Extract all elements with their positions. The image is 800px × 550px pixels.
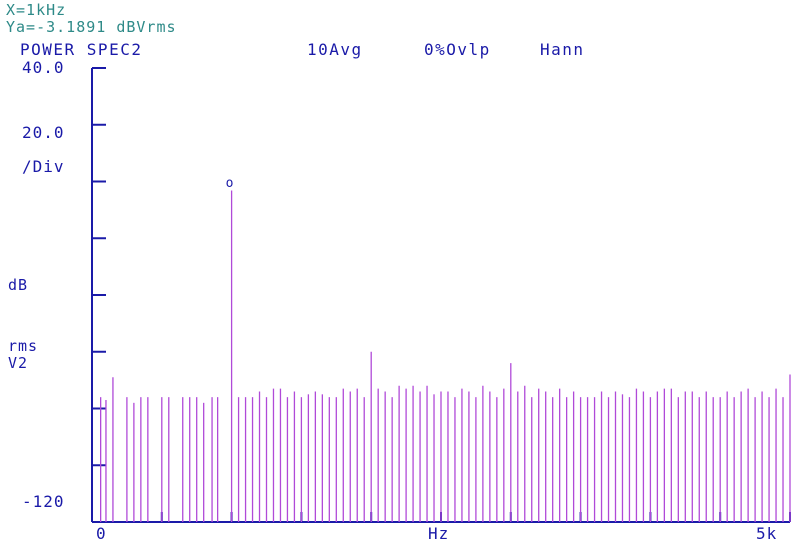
y-axis-div-label: /Div [22, 157, 65, 176]
y-axis-unit-db: dB [8, 276, 29, 294]
y-axis-bottom-label: -120 [22, 492, 65, 511]
x-axis-start-label: 0 [96, 524, 106, 543]
y-axis-scale-label: 20.0 [22, 123, 65, 142]
y-axis-top-label: 40.0 [22, 58, 65, 77]
averages-setting: 10Avg [307, 40, 363, 59]
measurement-title: POWER SPEC2 [20, 40, 143, 59]
cursor-marker[interactable]: o [225, 175, 234, 191]
spectrum-trace [100, 190, 791, 522]
window-setting: Hann [540, 40, 585, 59]
cursor-y-readout: Ya=-3.1891 dBVrms [6, 18, 177, 36]
x-axis-unit-label: Hz [428, 524, 450, 543]
x-axis-end-label: 5k [756, 524, 778, 543]
overlap-setting: 0%Ovlp [424, 40, 491, 59]
y-axis-unit-v2: V2 [8, 354, 29, 372]
y-axis-unit-rms: rms [8, 337, 39, 355]
cursor-x-readout: X=1kHz [6, 1, 67, 19]
